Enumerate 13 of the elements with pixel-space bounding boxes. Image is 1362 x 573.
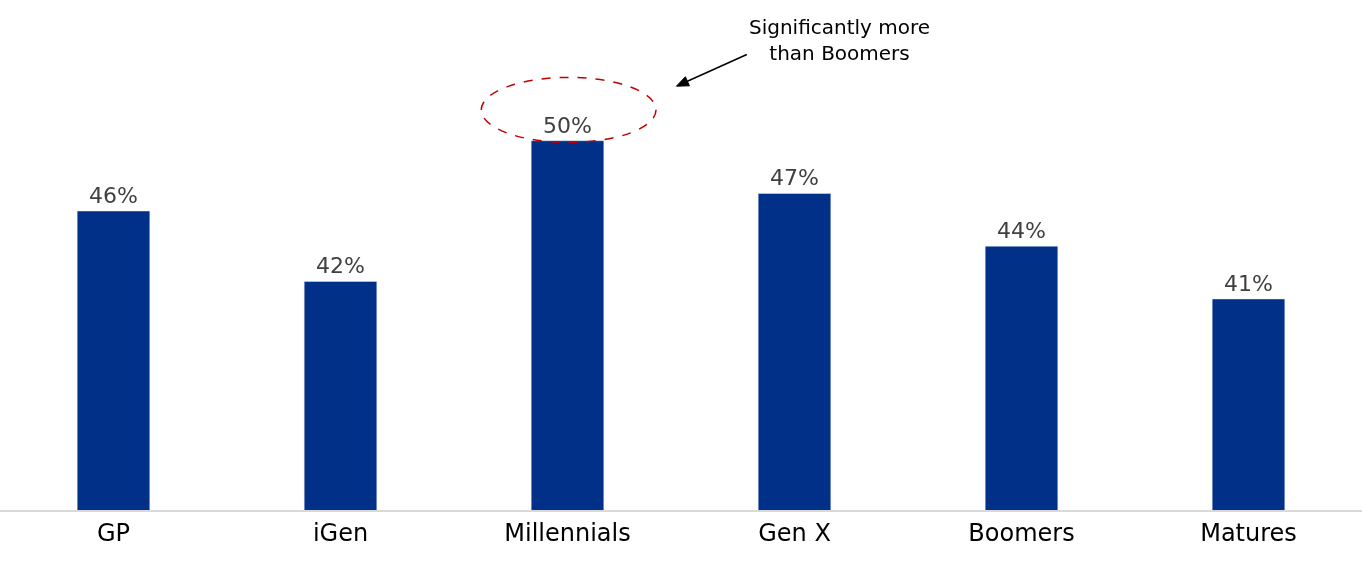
x-tick-label: Matures: [1200, 518, 1297, 547]
data-label: 46%: [89, 183, 138, 209]
x-tick-label: GP: [96, 518, 131, 547]
data-label: 47%: [770, 165, 819, 191]
data-label: 50%: [543, 112, 592, 138]
data-label: 44%: [997, 218, 1046, 244]
data-label: 42%: [316, 253, 365, 279]
x-tick-label: Boomers: [968, 518, 1075, 547]
data-label: 41%: [1224, 270, 1273, 296]
x-tick-label: iGen: [312, 518, 369, 547]
x-tick-label: Gen X: [758, 518, 831, 547]
x-tick-label: Millennials: [504, 518, 631, 547]
annotation: Significantly more than Boomers: [749, 15, 931, 65]
